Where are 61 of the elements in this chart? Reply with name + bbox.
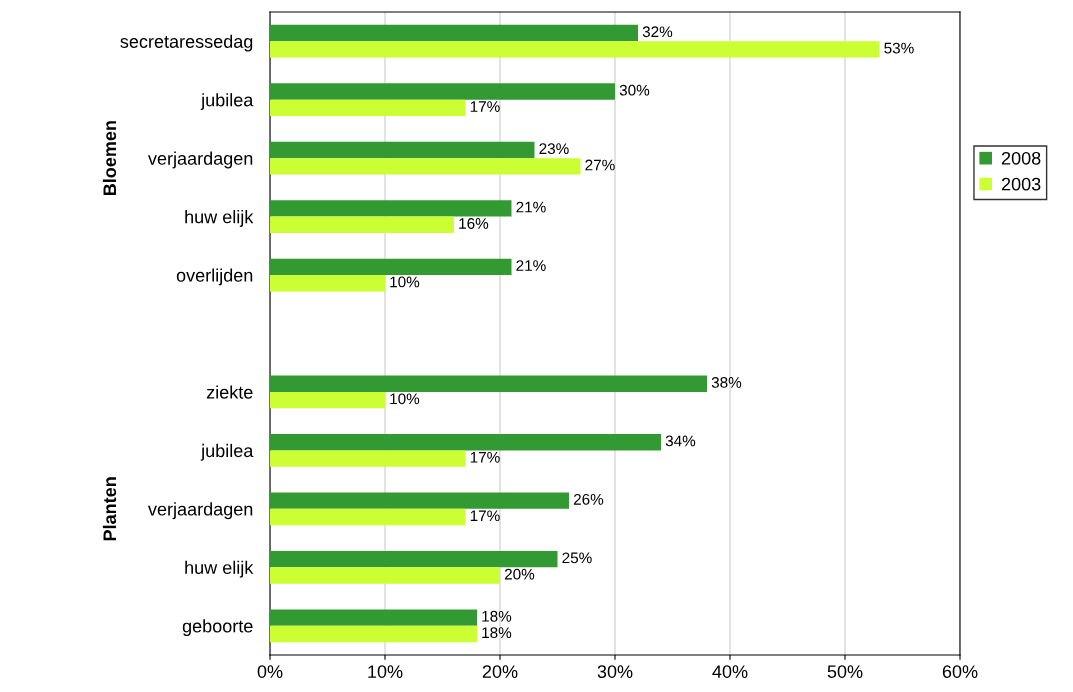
data-label: 25% — [562, 552, 592, 564]
bar — [270, 625, 477, 643]
bar — [270, 492, 569, 509]
data-label: 30% — [619, 84, 650, 96]
bar — [270, 275, 385, 292]
x-tick-label: 40% — [712, 665, 748, 678]
bar — [270, 609, 477, 626]
data-label: 18% — [482, 610, 512, 622]
y-tick-label: ziekte — [206, 385, 253, 399]
bar — [270, 258, 512, 276]
y-tick-label: verjaardagen — [148, 502, 253, 520]
x-tick-label: 10% — [368, 665, 403, 678]
y-tick-label: verjaardagen — [148, 151, 253, 169]
x-tick-label: 50% — [827, 665, 863, 678]
data-label: 10% — [390, 276, 420, 288]
legend-label: 2003 — [1001, 177, 1041, 191]
data-label: 21% — [516, 201, 546, 213]
bar — [270, 158, 581, 175]
data-label: 26% — [573, 493, 604, 505]
data-label: 17% — [470, 510, 500, 522]
data-label: 17% — [470, 101, 500, 112]
bar — [270, 99, 466, 117]
bar — [270, 434, 661, 451]
text: Bloemen — [102, 121, 117, 196]
x-tick-label: 0% — [257, 665, 283, 678]
y-tick-label: secretaressedag — [120, 34, 253, 52]
data-label: 10% — [390, 393, 420, 405]
x-tick-label: 30% — [597, 665, 633, 678]
data-label: 17% — [470, 451, 500, 463]
x-tick-label: 20% — [482, 665, 518, 678]
data-label: 16% — [459, 218, 489, 229]
bar — [270, 41, 880, 58]
y-tick-label: jubilea — [200, 93, 254, 110]
data-label: 32% — [642, 26, 673, 38]
y-tick-label: overlijden — [176, 268, 253, 286]
y-tick-label: jubilea — [200, 443, 254, 461]
data-label: 34% — [665, 435, 696, 447]
bar — [270, 83, 615, 100]
data-label: 53% — [884, 42, 914, 54]
data-label: 21% — [516, 260, 546, 271]
bar — [270, 508, 466, 526]
text: Planten — [102, 477, 117, 541]
data-label: 23% — [539, 143, 569, 155]
bar — [270, 567, 500, 584]
y-tick-label: geboorte — [182, 619, 253, 637]
y-tick-label: huw elijk — [185, 560, 254, 578]
bar — [270, 216, 454, 233]
data-label: 20% — [504, 568, 535, 580]
bar — [270, 391, 385, 409]
bar — [270, 200, 512, 217]
data-label: 27% — [585, 159, 615, 171]
legend-label: 2008 — [1001, 151, 1041, 165]
bar — [270, 24, 638, 42]
bar — [270, 450, 466, 467]
bar — [270, 550, 558, 568]
bar — [270, 375, 707, 392]
x-tick-label: 60% — [942, 665, 978, 678]
data-label: 38% — [711, 377, 742, 388]
bar — [270, 141, 535, 159]
y-tick-label: huw elijk — [185, 210, 254, 227]
data-label: 18% — [482, 627, 512, 639]
